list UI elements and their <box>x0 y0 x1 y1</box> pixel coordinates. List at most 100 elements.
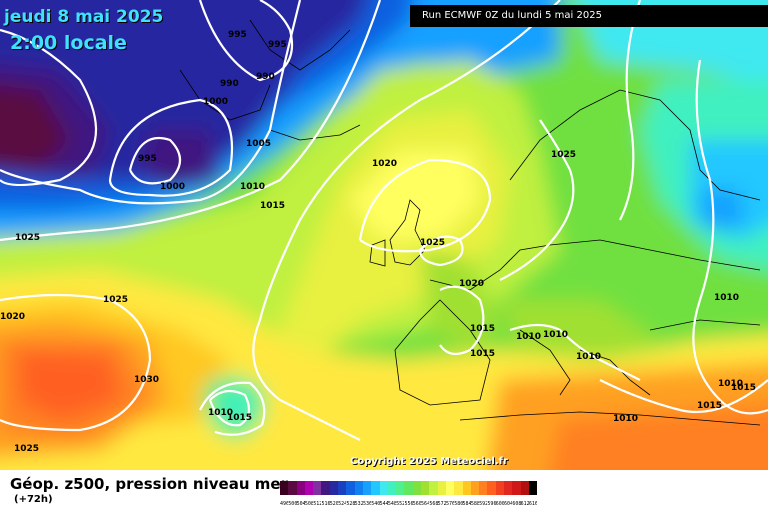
color-scale-tick: 568 <box>429 501 438 507</box>
pressure-label: 1010 <box>613 414 638 424</box>
color-scale-cell <box>354 481 363 495</box>
color-scale <box>280 481 538 495</box>
pressure-label: 995 <box>268 40 287 50</box>
color-scale-cell <box>387 481 397 495</box>
color-scale-cell <box>520 481 529 495</box>
color-scale-tick: 504 <box>296 501 305 507</box>
pressure-label: 995 <box>228 30 247 40</box>
color-scale-tick: 576 <box>445 501 455 507</box>
pressure-label: 1025 <box>14 444 39 454</box>
geopotential-field <box>0 0 768 470</box>
pressure-label: 1015 <box>470 324 495 334</box>
pressure-label: 1030 <box>134 375 159 385</box>
color-scale-cell <box>362 481 372 495</box>
pressure-label: 1000 <box>160 182 185 192</box>
forecast-time: 2:00 locale <box>10 32 127 54</box>
color-scale-tick: 532 <box>354 501 363 507</box>
color-scale-tick: 496 <box>280 501 289 507</box>
pressure-label: 1020 <box>0 312 25 322</box>
color-scale-cell <box>346 481 355 495</box>
color-scale-cell <box>462 481 471 495</box>
pressure-label: 1015 <box>731 383 756 393</box>
color-scale-tick: 564 <box>421 501 430 507</box>
color-scale-cell <box>296 481 305 495</box>
color-scale-tick: 592 <box>479 501 488 507</box>
color-scale-cell <box>379 481 388 495</box>
pressure-label: 1025 <box>420 238 445 248</box>
color-scale-cell <box>470 481 480 495</box>
weather-map: 995 995 990 990 1000 1005 995 1000 1010 … <box>0 0 768 470</box>
color-scale-cell <box>495 481 505 495</box>
color-scale-cell <box>429 481 438 495</box>
color-scale-cell <box>313 481 322 495</box>
pressure-label: 1010 <box>576 352 601 362</box>
pressure-label: 1005 <box>246 139 271 149</box>
color-scale-cell <box>437 481 446 495</box>
pressure-label: 1010 <box>718 379 743 389</box>
color-scale-cell <box>487 481 496 495</box>
color-scale-cell <box>371 481 380 495</box>
color-scale-tick: 600 <box>495 501 505 507</box>
color-scale-cell <box>512 481 521 495</box>
pressure-labels: 995 995 990 990 1000 1005 995 1000 1010 … <box>0 30 756 454</box>
color-scale-tick: 552 <box>396 501 405 507</box>
color-scale-tick: 540 <box>371 501 380 507</box>
color-scale-tick: 572 <box>437 501 446 507</box>
pressure-label: 1010 <box>208 408 233 418</box>
color-scale-tick: 604 <box>504 501 513 507</box>
color-scale-cell <box>304 481 314 495</box>
color-scale-cell <box>329 481 339 495</box>
color-scale-cell <box>412 481 422 495</box>
color-scale-cell <box>288 481 297 495</box>
color-scale-tick: 596 <box>487 501 496 507</box>
color-scale-tick: 536 <box>362 501 372 507</box>
color-scale-tick: 508 <box>304 501 314 507</box>
color-scale-tick: 528 <box>346 501 355 507</box>
pressure-label: 995 <box>138 154 157 164</box>
color-scale-tick: 608 <box>512 501 521 507</box>
pressure-label: 1010 <box>543 330 568 340</box>
color-scale-tick: 588 <box>470 501 480 507</box>
color-scale-cell <box>404 481 413 495</box>
color-scale-tick: 560 <box>412 501 422 507</box>
color-scale-tick: 616 <box>528 501 538 507</box>
color-scale-tick: 612 <box>520 501 529 507</box>
forecast-hour: (+72h) <box>14 494 53 505</box>
color-scale-cell <box>338 481 347 495</box>
pressure-label: 1015 <box>260 201 285 211</box>
color-scale-ticks: 496 500 504 508 512 516 520 524 528 532 536 540 544 5… <box>280 501 537 507</box>
color-scale-cell <box>321 481 330 495</box>
color-scale-cell <box>445 481 455 495</box>
color-scale-cell <box>396 481 405 495</box>
pressure-label: 1020 <box>372 159 397 169</box>
color-scale-cell <box>528 481 538 495</box>
color-scale-tick: 584 <box>462 501 471 507</box>
pressure-label: 990 <box>256 72 275 82</box>
color-scale-tick: 500 <box>288 501 297 507</box>
legend-footer: Géop. z500, pression niveau mer (+72h) 4… <box>0 470 768 512</box>
color-scale-tick: 512 <box>313 501 322 507</box>
pressure-label: 1010 <box>714 293 739 303</box>
pressure-label: 1025 <box>551 150 576 160</box>
color-scale-cell <box>280 481 289 495</box>
color-scale-cell <box>504 481 513 495</box>
color-scale-tick: 556 <box>404 501 413 507</box>
pressure-label: 1010 <box>240 182 265 192</box>
color-scale-tick: 520 <box>329 501 339 507</box>
pressure-label: 1015 <box>697 401 722 411</box>
model-run-banner: Run ECMWF 0Z du lundi 5 mai 2025 <box>410 5 768 27</box>
pressure-label: 990 <box>220 79 239 89</box>
color-scale-tick: 524 <box>338 501 347 507</box>
forecast-date: jeudi 8 mai 2025 <box>4 7 164 27</box>
pressure-label: 1025 <box>15 233 40 243</box>
color-scale-cell <box>421 481 430 495</box>
pressure-label: 1025 <box>103 295 128 305</box>
color-scale-cell <box>454 481 463 495</box>
color-scale-cell <box>479 481 488 495</box>
field-title: Géop. z500, pression niveau mer <box>10 475 288 493</box>
color-scale-tick: 544 <box>379 501 388 507</box>
pressure-label: 1015 <box>227 413 252 423</box>
pressure-label: 1000 <box>203 97 228 107</box>
color-scale-tick: 548 <box>387 501 397 507</box>
isobars <box>0 0 768 440</box>
